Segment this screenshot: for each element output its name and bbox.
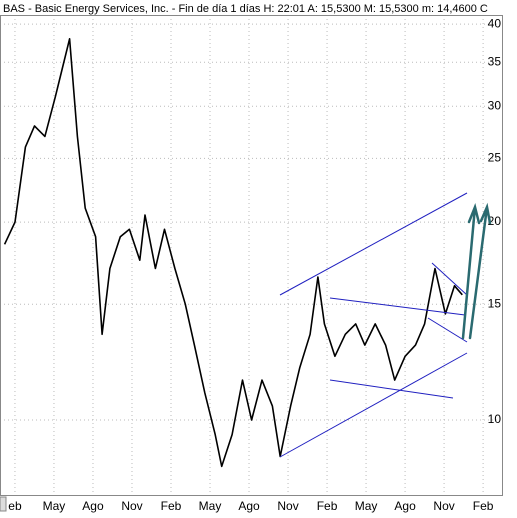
ticks: 10 15 20 25 30 35 40 eb May Ago Nov Feb May Ago Nov Feb… — [8, 16, 501, 513]
y-tick-label: 30 — [488, 98, 502, 112]
y-tick-label: 25 — [488, 151, 502, 165]
plot-frame — [0, 15, 503, 496]
channel-upper — [279, 192, 468, 296]
x-tick-label: Nov — [121, 499, 142, 513]
y-tick-label: 15 — [488, 296, 502, 310]
x-tick-label: Nov — [277, 499, 298, 513]
arrow — [468, 202, 492, 340]
arrow — [461, 202, 481, 340]
x-tick-label: Feb — [317, 499, 338, 513]
channel-lower — [279, 352, 468, 458]
x-tick-label: Feb — [161, 499, 182, 513]
x-tick-label: Feb — [473, 499, 494, 513]
triangle-lower — [329, 379, 454, 399]
triangle-upper — [329, 297, 466, 316]
wedge-lower — [427, 317, 468, 343]
y-tick-label: 10 — [488, 412, 502, 426]
x-tick-label: Ago — [82, 499, 104, 513]
y-tick-label: 20 — [488, 214, 502, 228]
series — [3, 38, 463, 468]
trend-lines — [279, 192, 468, 458]
price-line — [3, 38, 463, 468]
y-tick-label: 35 — [488, 54, 502, 68]
x-tick-label: Nov — [433, 499, 454, 513]
wedge-upper — [431, 262, 468, 296]
x-tick-label: Ago — [238, 499, 260, 513]
y-tick-label: 40 — [488, 16, 502, 30]
x-tick-label: eb — [8, 499, 22, 513]
x-tick-label: May — [199, 499, 222, 513]
x-tick-label: May — [355, 499, 378, 513]
chart-title: BAS - Basic Energy Services, Inc. - Fin … — [3, 3, 488, 15]
scroll-button[interactable] — [0, 496, 7, 512]
x-tick-label: Ago — [394, 499, 416, 513]
arrows — [461, 202, 492, 340]
title-bar — [0, 0, 517, 15]
x-tick-label: May — [43, 499, 66, 513]
